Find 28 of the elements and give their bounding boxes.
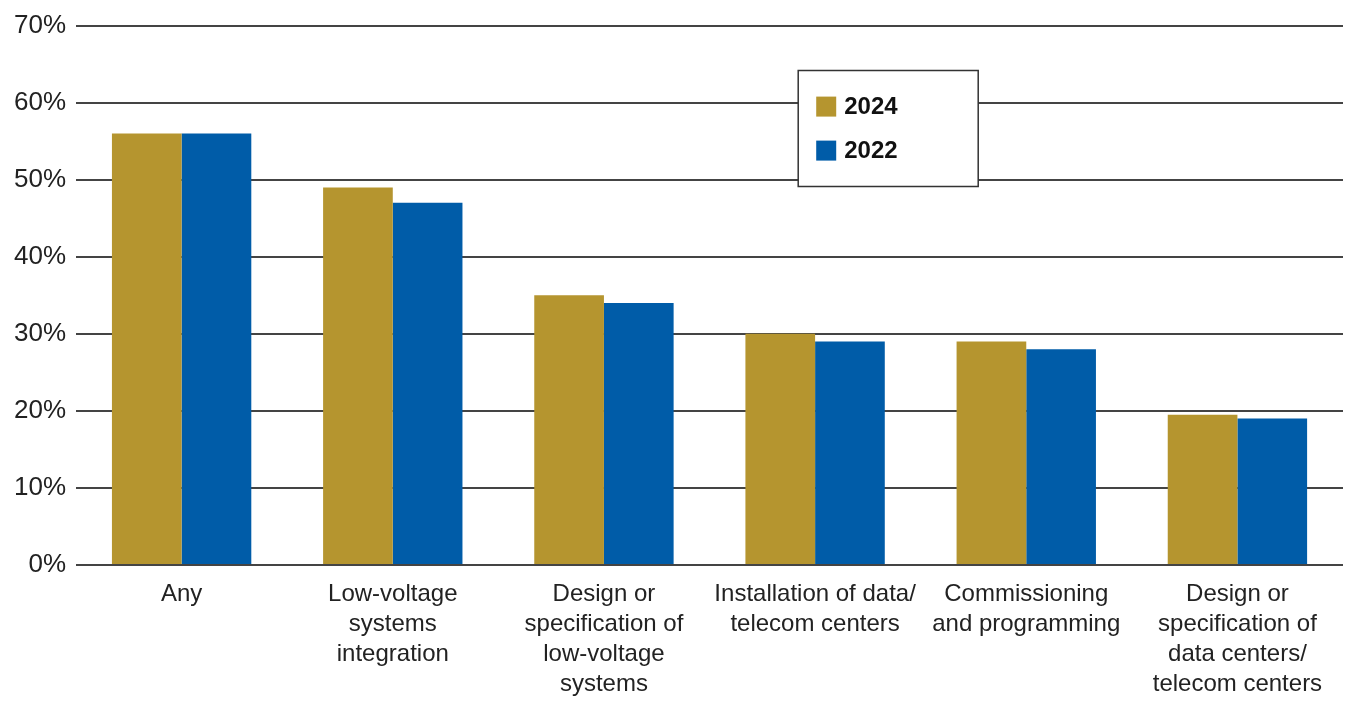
bar [745, 333, 816, 564]
y-tick-label: 0% [28, 548, 67, 579]
y-tick-label: 20% [13, 394, 67, 425]
bar [111, 133, 182, 564]
x-tick-label: Design or specification of low-voltage systems [524, 578, 684, 696]
x-tick-label: Any [160, 578, 203, 606]
x-tick-label: Design or specification of data centers/ telecom centers [1152, 578, 1323, 696]
y-tick-label: 60% [13, 85, 67, 116]
bar [956, 341, 1027, 564]
y-tick-label: 70% [13, 8, 67, 39]
bar [1026, 349, 1096, 564]
bar [603, 303, 674, 564]
bar [534, 295, 604, 564]
bar [1167, 414, 1238, 564]
x-tick-label: Low-voltage systems integration [328, 578, 458, 666]
bar [392, 202, 463, 564]
legend-label: 2024 [844, 92, 899, 120]
x-tick-label: Installation of data/ telecom centers [714, 578, 917, 636]
x-tick-label: Commissioning and programming [932, 578, 1121, 636]
bar [815, 341, 885, 564]
y-tick-label: 50% [13, 162, 67, 193]
y-tick-label: 10% [13, 471, 67, 502]
bar [323, 187, 393, 564]
bar [181, 133, 252, 564]
bar [1237, 418, 1308, 564]
legend-label: 2022 [844, 136, 898, 164]
y-tick-label: 40% [13, 239, 67, 270]
y-tick-label: 30% [13, 317, 67, 347]
